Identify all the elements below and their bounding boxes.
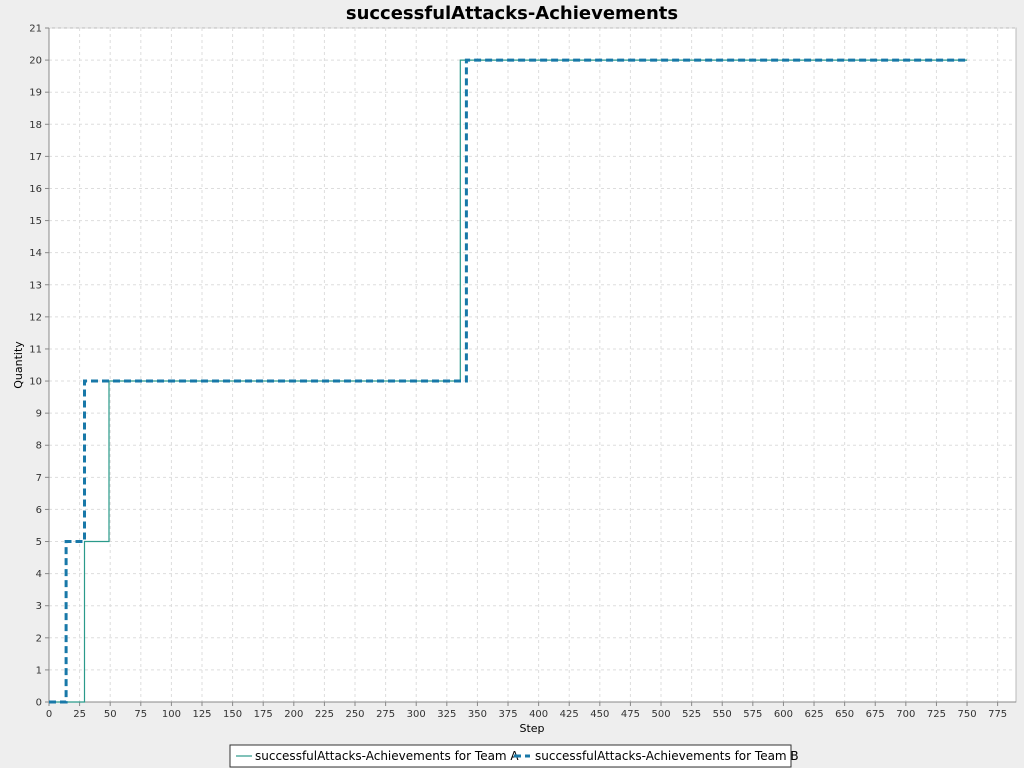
plot-area [48,27,1017,703]
y-tick-label: 12 [29,312,42,323]
grid-lines [49,27,1016,702]
y-tick-label: 11 [29,344,42,355]
legend: successfulAttacks-Achievements for Team … [229,744,799,768]
chart-title: successfulAttacks-Achievements [346,3,678,24]
x-tick-label: 650 [835,709,854,720]
x-tick-label: 775 [988,709,1007,720]
y-tick-label: 6 [36,505,42,516]
y-tick-label: 16 [29,184,42,195]
y-tick-label: 14 [29,248,42,259]
x-tick-label: 75 [134,709,147,720]
y-tick-label: 18 [29,120,42,131]
x-tick-label: 275 [376,709,395,720]
y-tick-label: 2 [36,633,42,644]
x-tick-label: 400 [529,709,548,720]
x-tick-label: 175 [254,709,273,720]
y-tick-label: 21 [29,24,42,35]
y-tick-label: 1 [36,665,42,676]
x-tick-label: 525 [682,709,701,720]
y-tick-label: 20 [29,56,42,67]
x-tick-label: 250 [345,709,364,720]
y-tick-label: 7 [36,473,42,484]
series-line-team-a [49,59,967,703]
x-axis-label: Step [519,722,544,735]
x-tick-label: 700 [896,709,915,720]
x-tick-label: 350 [468,709,487,720]
legend-label-team-a: successfulAttacks-Achievements for Team … [255,749,519,763]
y-tick-label: 0 [36,698,42,709]
x-tick-label: 125 [192,709,211,720]
x-tick-label: 675 [866,709,885,720]
y-tick-label: 4 [36,569,42,580]
x-tick-label: 550 [713,709,732,720]
y-tick-label: 10 [29,377,42,388]
x-tick-label: 375 [498,709,517,720]
legend-box [229,744,792,768]
y-tick-label: 3 [36,601,42,612]
y-tick-label: 15 [29,216,42,227]
y-tick-label: 17 [29,152,42,163]
y-tick-label: 19 [29,88,42,99]
x-tick-label: 625 [804,709,823,720]
x-tick-label: 200 [284,709,303,720]
x-tick-label: 600 [774,709,793,720]
y-tick-label: 5 [36,537,42,548]
x-tick-label: 725 [927,709,946,720]
legend-label-team-b: successfulAttacks-Achievements for Team … [535,749,799,763]
x-tick-label: 100 [162,709,181,720]
series-line-team-b [49,58,967,704]
x-tick-label: 0 [46,709,52,720]
x-tick-label: 225 [315,709,334,720]
x-tick-label: 50 [104,709,117,720]
y-tick-label: 8 [36,441,42,452]
x-tick-label: 150 [223,709,242,720]
series-lines [49,58,967,704]
x-tick-label: 450 [590,709,609,720]
x-tick-label: 25 [73,709,86,720]
x-tick-label: 425 [560,709,579,720]
x-tick-label: 575 [743,709,762,720]
y-tick-label: 13 [29,280,42,291]
y-tick-label: 9 [36,409,42,420]
x-tick-label: 475 [621,709,640,720]
x-tick-label: 750 [957,709,976,720]
y-axis-label: Quantity [12,341,25,389]
x-tick-label: 500 [651,709,670,720]
x-tick-label: 300 [407,709,426,720]
x-tick-label: 325 [437,709,456,720]
axes: 0 25 50 75 100 125 150 175 200 225 250 275 300 325 350… [29,24,1016,720]
